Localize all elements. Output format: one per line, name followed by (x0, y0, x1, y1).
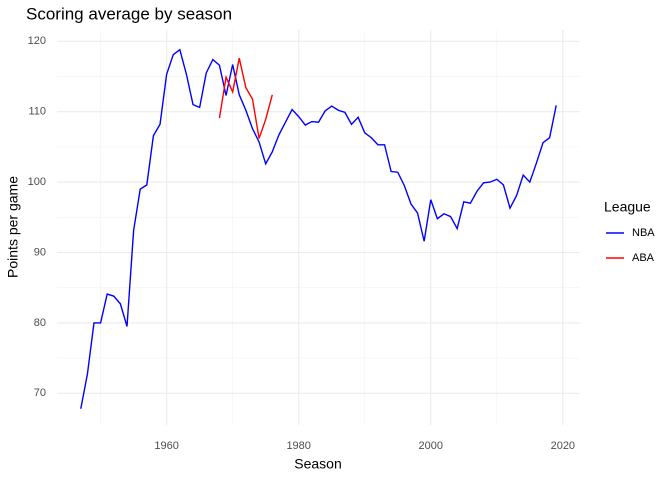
y-tick-label: 120 (28, 35, 46, 47)
y-tick-label: 70 (34, 387, 46, 399)
legend-label: ABA (632, 252, 655, 264)
chart-title: Scoring average by season (26, 4, 232, 23)
y-tick-label: 80 (34, 317, 46, 329)
x-tick-label: 1960 (154, 440, 178, 452)
x-axis-label: Season (294, 456, 341, 472)
legend-label: NBA (632, 227, 655, 239)
x-tick-label: 2000 (419, 440, 443, 452)
series-line (218, 58, 273, 139)
y-tick-label: 110 (28, 106, 46, 118)
y-tick-label: 90 (34, 246, 46, 258)
y-tick-label: 100 (28, 176, 46, 188)
y-axis-label: Points per game (5, 176, 21, 278)
series-line (80, 48, 557, 409)
x-tick-label: 2020 (551, 440, 575, 452)
legend-title: League (604, 199, 651, 215)
x-tick-label: 1980 (286, 440, 310, 452)
